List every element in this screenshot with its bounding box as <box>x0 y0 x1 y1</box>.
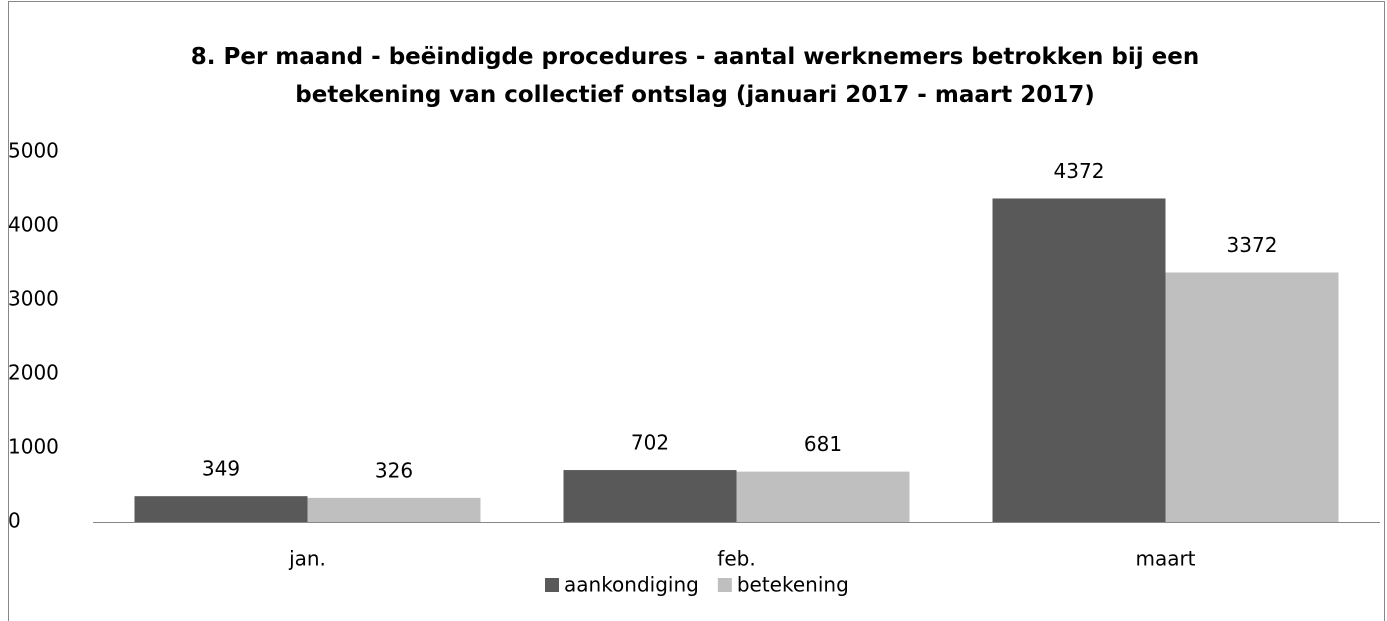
y-tick-label: 0 <box>8 509 21 533</box>
chart-title: 8. Per maand - beëindigde procedures - a… <box>190 44 1200 108</box>
bar <box>307 497 481 522</box>
legend-swatch <box>717 578 732 592</box>
x-tick-label: jan. <box>288 547 326 571</box>
y-tick-label: 1000 <box>8 435 59 459</box>
bar <box>134 496 308 522</box>
legend-label: betekening <box>737 573 849 597</box>
value-label: 4372 <box>1054 159 1105 183</box>
value-label: 349 <box>202 457 240 481</box>
bar <box>992 198 1166 523</box>
value-label: 702 <box>631 431 669 455</box>
value-label: 3372 <box>1227 233 1278 257</box>
value-label: 326 <box>375 458 413 482</box>
y-tick-label: 5000 <box>8 139 59 163</box>
value-label: 681 <box>804 432 842 456</box>
legend-label: aankondiging <box>564 573 699 597</box>
bar <box>736 471 910 522</box>
chart-border <box>8 1 1385 621</box>
x-tick-label: feb. <box>717 547 755 571</box>
y-tick-label: 4000 <box>8 213 59 237</box>
x-tick-label: maart <box>1135 547 1195 571</box>
bar <box>1165 272 1339 522</box>
legend-swatch <box>545 578 559 592</box>
y-tick-label: 2000 <box>8 361 59 385</box>
bar <box>563 470 737 522</box>
y-tick-label: 3000 <box>8 287 59 311</box>
